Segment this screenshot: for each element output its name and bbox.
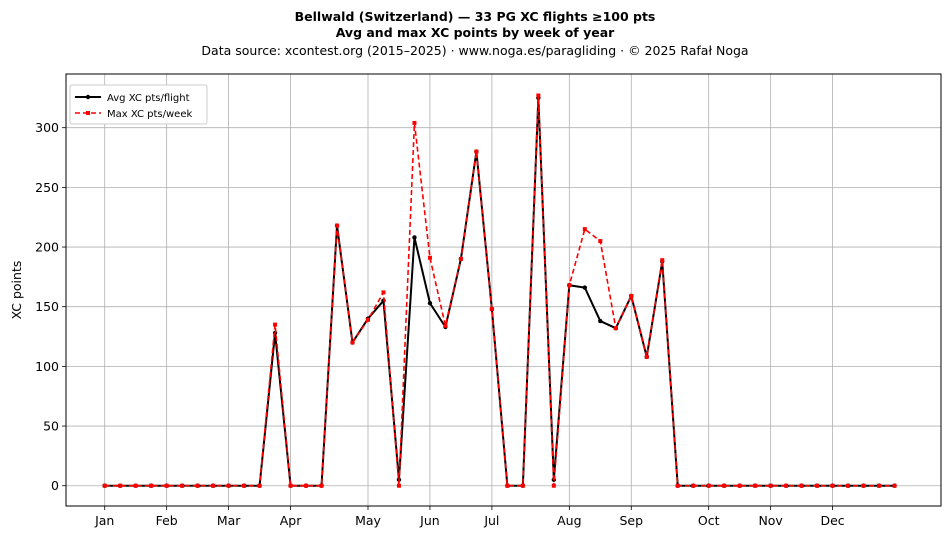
data-point-avg	[598, 318, 603, 324]
x-tick-label: May	[355, 513, 381, 528]
data-point-avg	[412, 235, 417, 240]
x-tick-label: Apr	[280, 513, 302, 528]
data-point-max	[706, 483, 711, 488]
y-tick-label: 200	[35, 240, 59, 255]
y-tick-label: 0	[51, 478, 59, 493]
data-point-max	[520, 483, 525, 488]
chart-title: Bellwald (Switzerland) — 33 PG XC flight…	[295, 9, 656, 24]
data-point-max	[722, 483, 727, 488]
data-point-max	[830, 483, 835, 488]
y-tick-label: 100	[35, 359, 59, 374]
data-point-max	[319, 483, 324, 488]
x-tick-label: Dec	[820, 513, 844, 528]
data-point-max	[443, 323, 448, 328]
data-point-max	[582, 227, 587, 232]
data-point-max	[133, 483, 138, 488]
data-point-max	[629, 293, 634, 298]
chart-subtitle: Avg and max XC points by week of year	[336, 25, 615, 40]
legend-marker-max	[86, 111, 90, 115]
data-point-max	[660, 258, 665, 263]
y-tick-label: 300	[35, 120, 59, 135]
data-point-max	[753, 483, 758, 488]
data-point-max	[567, 283, 572, 288]
data-point-avg	[427, 300, 433, 306]
data-point-avg	[582, 285, 588, 290]
x-tick-label: Mar	[217, 513, 241, 528]
data-point-max	[273, 322, 278, 327]
legend-box	[69, 84, 208, 125]
data-point-max	[335, 223, 340, 228]
data-point-max	[799, 483, 804, 488]
legend-label-avg: Avg XC pts/flight	[107, 93, 190, 104]
legend-label-max: Max XC pts/week	[107, 109, 192, 120]
y-tick-label: 50	[43, 419, 59, 434]
plot-frame	[65, 73, 942, 507]
series-layer	[102, 93, 897, 488]
data-point-max	[892, 483, 897, 488]
data-point-max	[211, 483, 216, 488]
data-point-max	[675, 483, 680, 488]
x-tick-label: Jan	[94, 513, 114, 528]
data-point-max	[304, 483, 309, 488]
data-point-max	[644, 354, 649, 359]
data-point-max	[149, 483, 154, 488]
x-tick-label: Nov	[758, 513, 783, 528]
data-point-max	[861, 483, 866, 488]
axes: Jan Feb Mar Apr May Jun Jul Aug Sep Oct Nov Dec 0 50 1…	[35, 120, 845, 528]
data-point-max	[396, 483, 401, 488]
data-point-max	[784, 483, 789, 488]
data-point-max	[551, 483, 556, 488]
x-tick-label: Feb	[156, 513, 178, 528]
data-point-max	[180, 483, 185, 488]
data-point-max	[427, 255, 432, 260]
x-tick-label: Jun	[419, 513, 440, 528]
data-point-max	[257, 483, 262, 488]
data-point-max	[226, 483, 231, 488]
legend: Avg XC pts/flight Max XC pts/week	[69, 84, 208, 125]
x-tick-label: Oct	[698, 513, 720, 528]
legend-marker-avg	[85, 94, 91, 100]
data-point-max	[815, 483, 820, 488]
data-point-max	[613, 326, 618, 331]
data-point-max	[412, 120, 417, 125]
data-point-max	[474, 149, 479, 154]
data-point-max	[365, 317, 370, 322]
data-point-max	[489, 307, 494, 312]
data-point-max	[242, 483, 247, 488]
data-point-max	[164, 483, 169, 488]
data-point-max	[691, 483, 696, 488]
chart-source: Data source: xcontest.org (2015–2025) · …	[201, 43, 748, 58]
data-point-max	[118, 483, 123, 488]
data-point-max	[381, 290, 386, 295]
y-tick-label: 150	[35, 299, 59, 314]
data-point-max	[768, 483, 773, 488]
data-point-max	[458, 256, 463, 261]
data-point-max	[102, 483, 107, 488]
y-tick-label: 250	[35, 180, 59, 195]
data-point-max	[846, 483, 851, 488]
data-point-max	[737, 483, 742, 488]
y-axis-label: XC points	[9, 261, 24, 320]
series-line-max	[104, 94, 895, 487]
data-point-max	[195, 483, 200, 488]
x-tick-label: Jul	[483, 513, 499, 528]
data-point-max	[505, 483, 510, 488]
x-tick-label: Aug	[557, 513, 581, 528]
data-point-max	[288, 483, 293, 488]
data-point-max	[536, 93, 541, 98]
data-point-max	[877, 483, 882, 488]
x-tick-label: Sep	[619, 513, 643, 528]
data-point-max	[350, 340, 355, 345]
data-point-max	[598, 239, 603, 244]
